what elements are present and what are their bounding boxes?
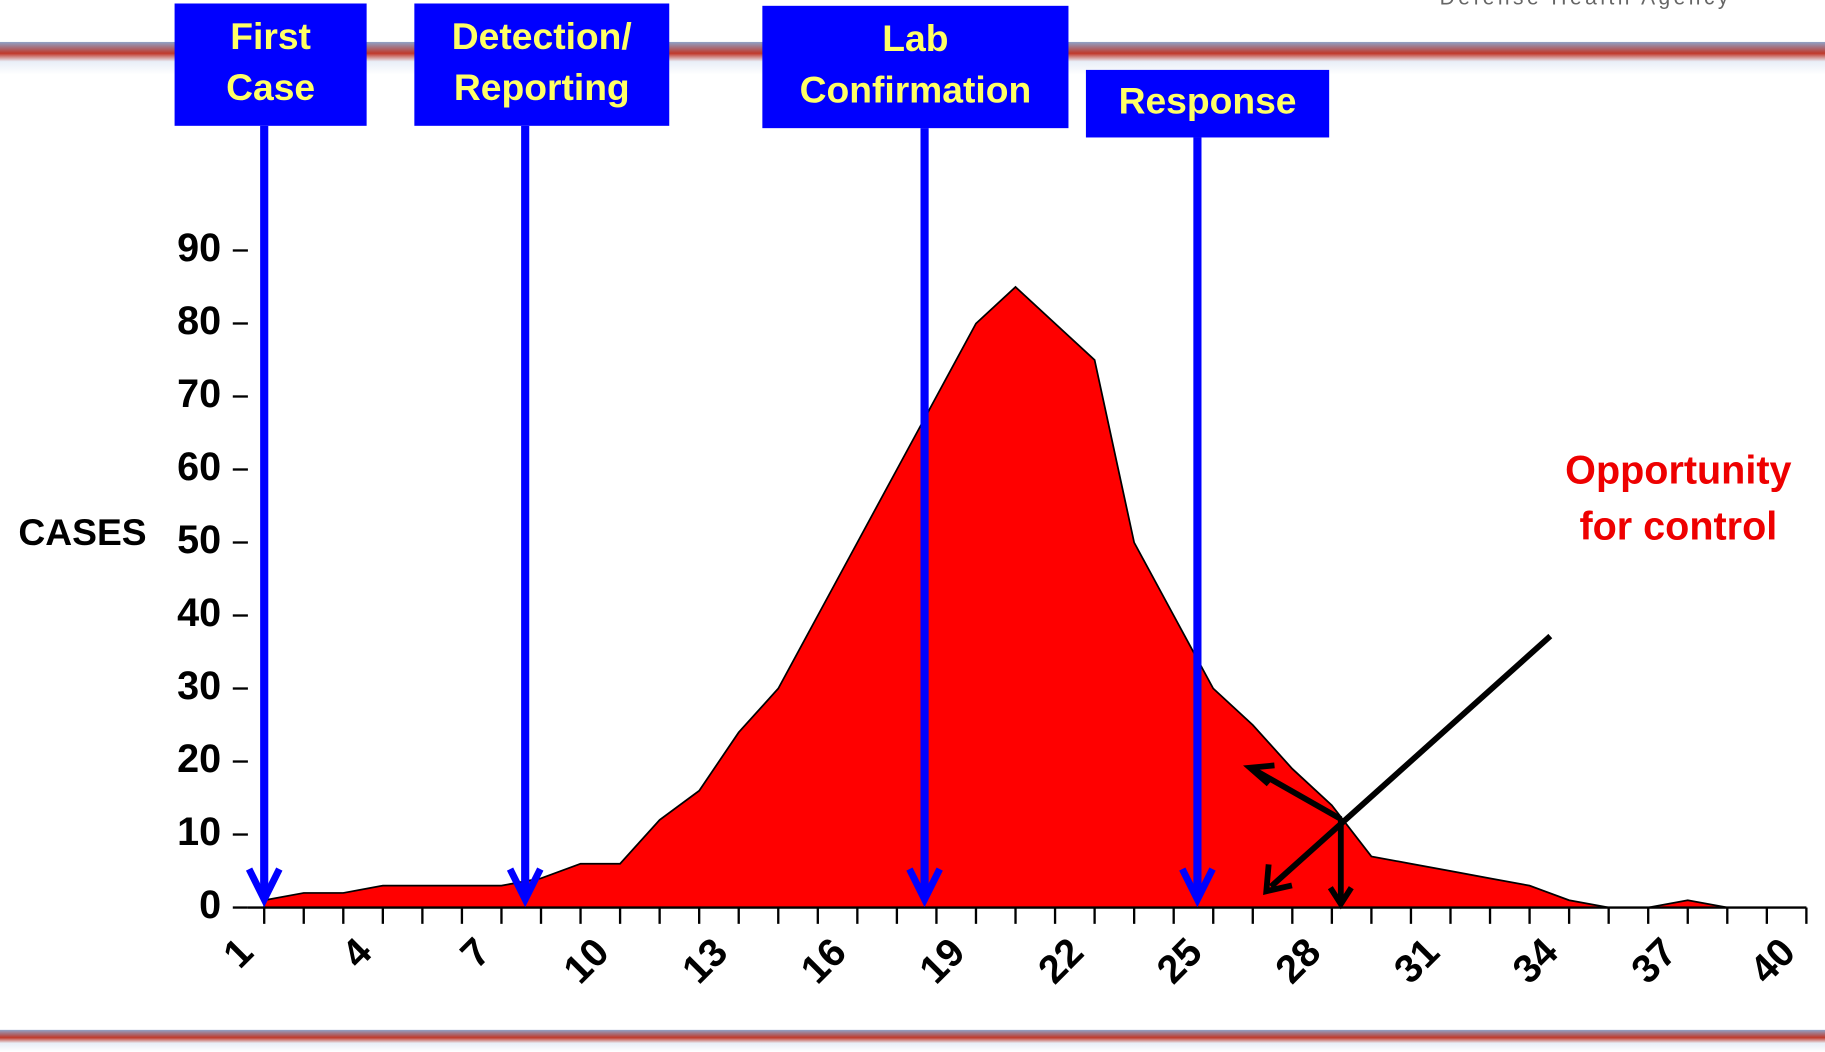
x-tick-label: 40 bbox=[1742, 930, 1804, 992]
y-tick-label: 40 bbox=[177, 591, 221, 635]
event-arrow-head bbox=[906, 867, 943, 908]
y-tick-label: 30 bbox=[177, 664, 221, 708]
y-tick-label: 90 bbox=[177, 226, 221, 270]
event-label: First bbox=[230, 15, 311, 57]
event-label: Detection/ bbox=[452, 15, 632, 57]
x-tick-label: 16 bbox=[793, 930, 855, 992]
event-label: Case bbox=[226, 66, 315, 108]
x-tick-label: 7 bbox=[452, 930, 499, 977]
event-box bbox=[414, 3, 670, 126]
x-tick-label: 34 bbox=[1504, 930, 1566, 992]
agency: Defense Health Agency bbox=[1440, 0, 1732, 10]
x-tick-label: 37 bbox=[1623, 930, 1685, 992]
x-tick-label: 22 bbox=[1030, 930, 1092, 992]
y-tick-label: 50 bbox=[177, 518, 221, 562]
annotation: for control bbox=[1579, 504, 1777, 548]
x-tick-label: 19 bbox=[911, 930, 973, 992]
arrow-head bbox=[1327, 886, 1354, 910]
event-label: Lab bbox=[882, 17, 948, 59]
event-label: Reporting bbox=[454, 66, 630, 108]
y-tick-label: 20 bbox=[177, 737, 221, 781]
event-label: Response bbox=[1119, 80, 1297, 122]
event-box bbox=[762, 5, 1069, 129]
x-tick-label: 4 bbox=[334, 930, 381, 977]
event-arrow-head bbox=[1179, 867, 1216, 908]
x-tick-label: 13 bbox=[674, 930, 736, 992]
arrow-line bbox=[1269, 633, 1553, 889]
x-tick-label: 28 bbox=[1267, 930, 1329, 992]
x-tick-label: 10 bbox=[555, 930, 617, 992]
y-tick-label: 0 bbox=[199, 883, 221, 927]
event-label: Confirmation bbox=[800, 68, 1032, 110]
event-arrow-head bbox=[245, 867, 283, 908]
x-tick-label: 31 bbox=[1386, 930, 1448, 992]
plot: 1 4 7 10 13 16 19 22 25 28 31 34 37 40 0 10 20 30 40 50 60 70… bbox=[174, 3, 1808, 992]
bottom-band bbox=[0, 1029, 1825, 1052]
event-box bbox=[174, 3, 367, 126]
y-tick-label: 60 bbox=[177, 445, 221, 489]
area bbox=[263, 285, 1807, 909]
y-tick-label: 80 bbox=[177, 299, 221, 343]
event-box bbox=[1085, 69, 1330, 138]
control-arrows bbox=[1243, 633, 1553, 910]
annotation: Opportunity bbox=[1565, 448, 1791, 492]
x-tick-label: 1 bbox=[215, 930, 262, 977]
y-tick-label: 10 bbox=[177, 810, 221, 854]
y-tick-label: 70 bbox=[177, 372, 221, 416]
arrow-line bbox=[1253, 767, 1343, 822]
y-axis-label: CASES bbox=[18, 511, 146, 553]
event-arrow-head bbox=[506, 867, 544, 908]
x-tick-label: 25 bbox=[1148, 930, 1210, 992]
arrow-head bbox=[1243, 762, 1275, 787]
arrow-head bbox=[1263, 864, 1293, 895]
